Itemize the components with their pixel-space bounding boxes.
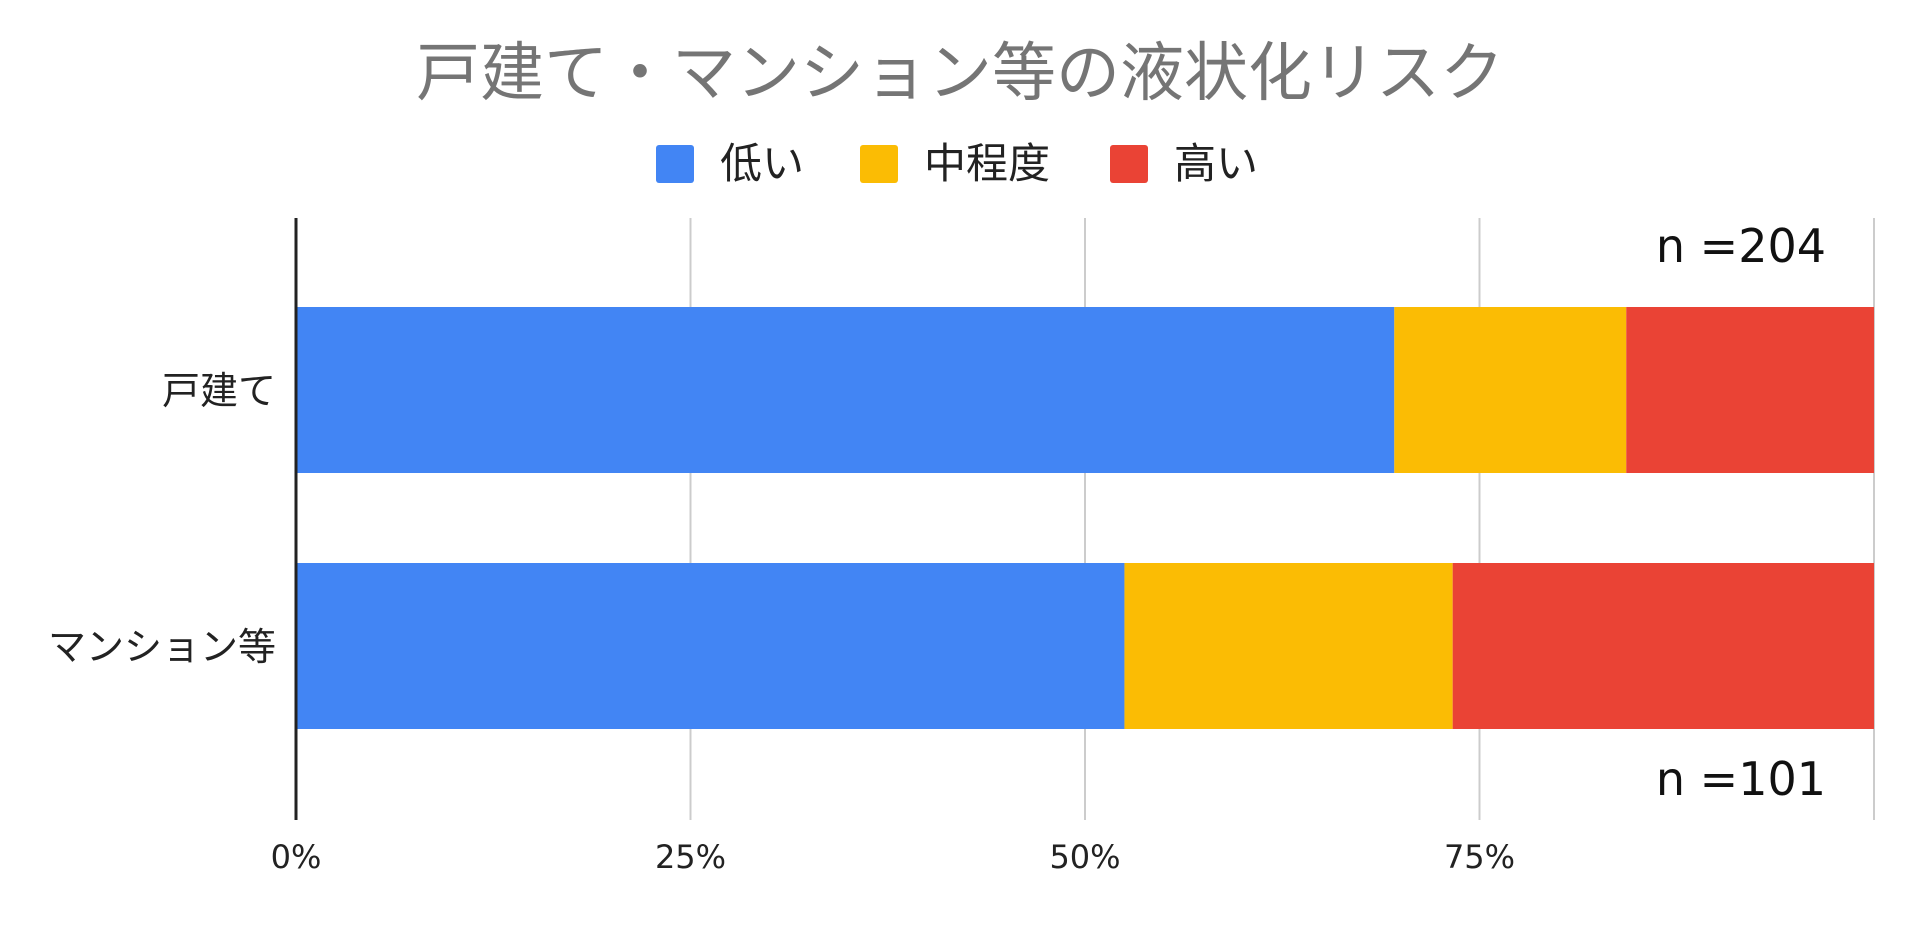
sample-size-annotation-1: n =101	[1656, 752, 1826, 806]
legend: 低い 中程度 高い	[656, 139, 1258, 188]
tick-labels: 0% 25% 50% 75%	[271, 838, 1515, 876]
category-label-1: マンション等	[48, 625, 276, 669]
x-tick-label-3: 75%	[1444, 838, 1515, 876]
bar-1-0	[296, 563, 1125, 729]
legend-label-2: 高い	[1174, 139, 1258, 188]
bars	[296, 307, 1874, 729]
bar-1-1	[1124, 563, 1453, 729]
x-tick-label-1: 25%	[655, 838, 726, 876]
legend-label-0: 低い	[720, 139, 804, 188]
category-label-0: 戸建て	[162, 369, 276, 413]
legend-swatch-2	[1110, 145, 1148, 183]
x-tick-label-2: 50%	[1049, 838, 1120, 876]
x-tick-label-0: 0%	[271, 838, 322, 876]
sample-size-annotation-0: n =204	[1656, 219, 1826, 273]
bar-0-0	[296, 307, 1395, 473]
annotations: n =204 n =101	[1656, 219, 1826, 806]
legend-swatch-0	[656, 145, 694, 183]
chart-title: 戸建て・マンション等の液状化リスク	[416, 37, 1504, 111]
bar-0-2	[1626, 307, 1874, 473]
legend-label-1: 中程度	[924, 139, 1050, 188]
bar-1-2	[1452, 563, 1874, 729]
bar-0-1	[1394, 307, 1627, 473]
legend-swatch-1	[860, 145, 898, 183]
